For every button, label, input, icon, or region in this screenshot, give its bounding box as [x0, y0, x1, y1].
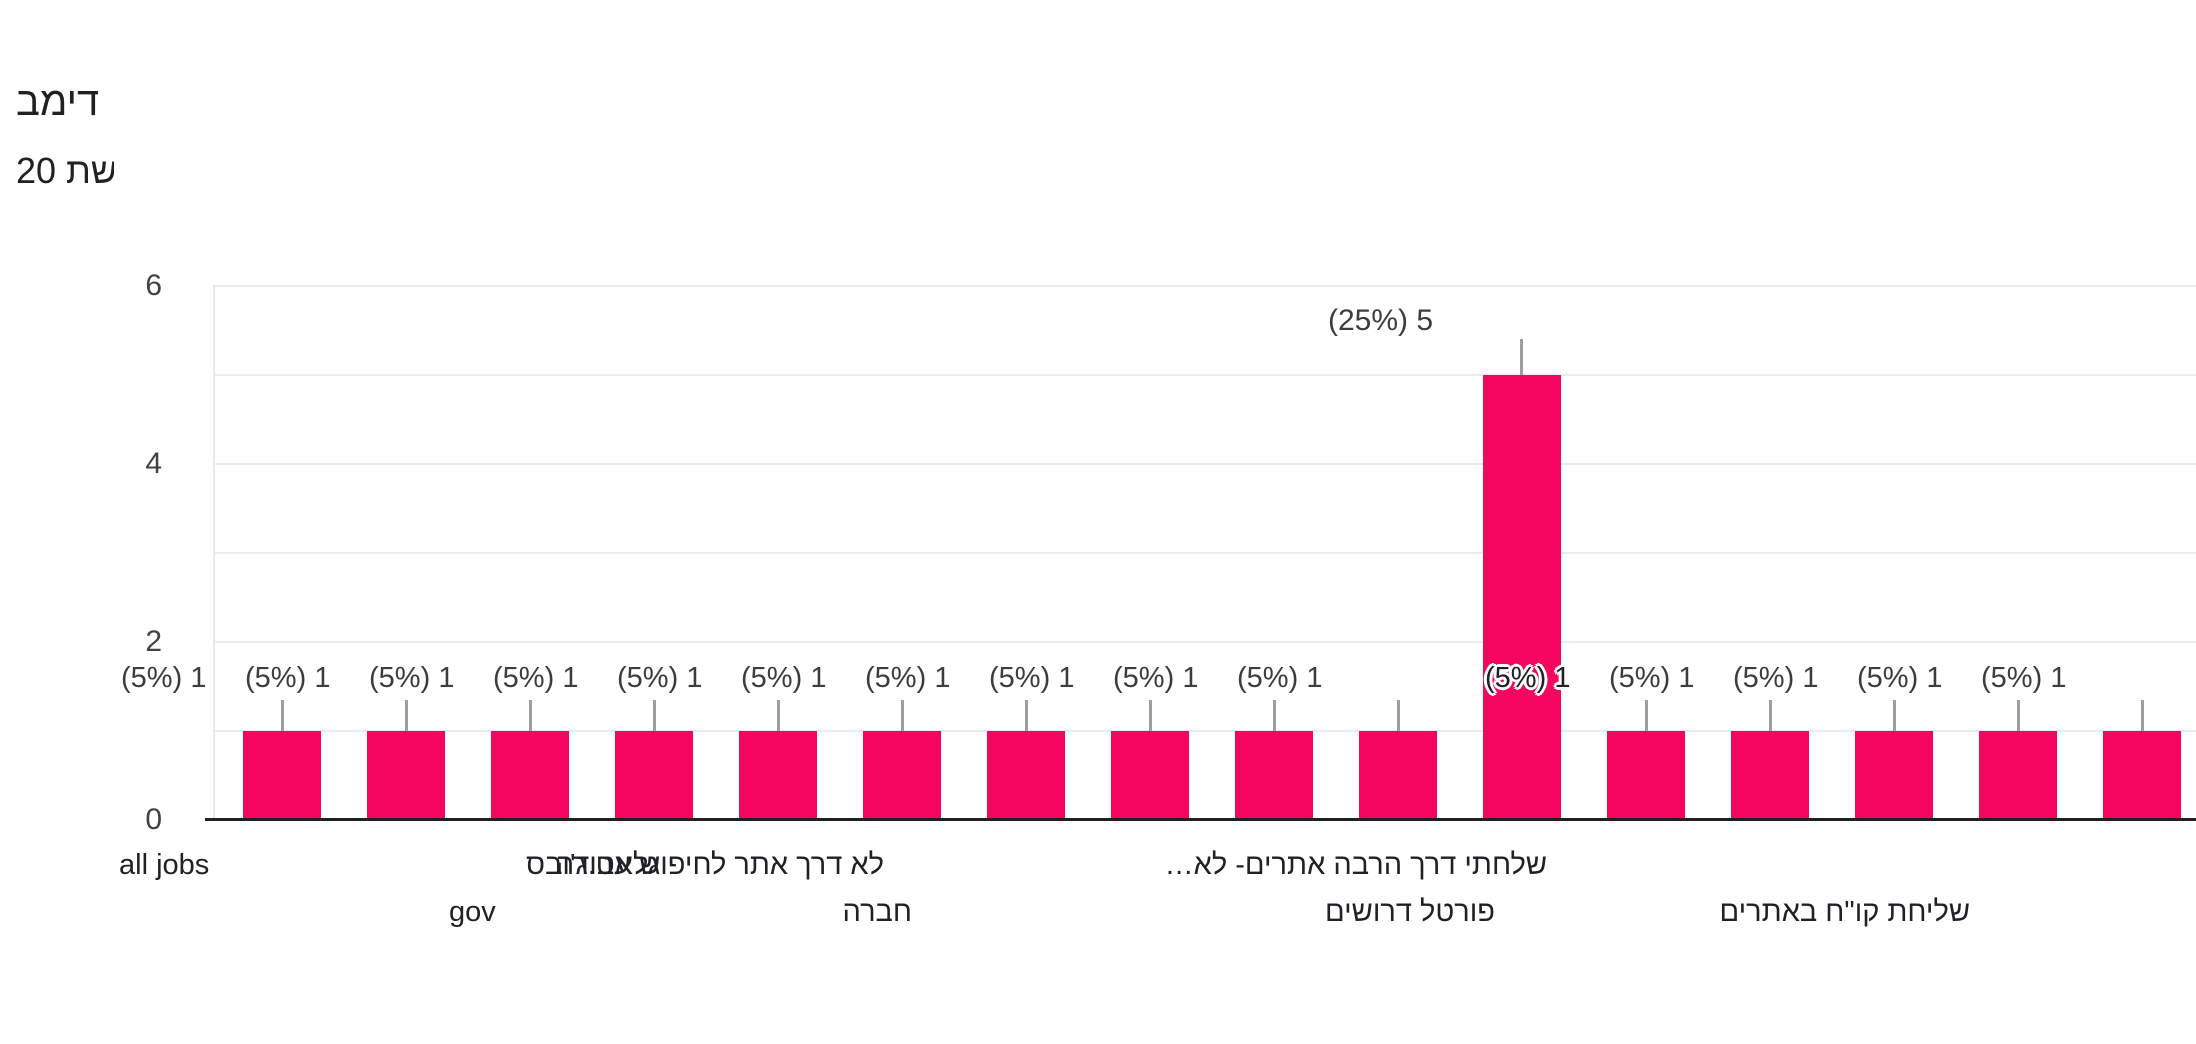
gridline — [213, 730, 2196, 732]
y-axis-label: 0 — [145, 803, 162, 836]
x-axis-label: חברה — [842, 896, 912, 928]
value-label: 1 (5%) — [493, 662, 579, 694]
gridline — [213, 463, 2196, 465]
x-axis-label: פורטל דרושים — [1325, 896, 1495, 928]
annotation-stem — [1769, 700, 1772, 731]
bar — [1483, 375, 1561, 818]
x-axis-label: לא דרך אתר לחיפוש עבודה — [555, 849, 884, 881]
bar — [1359, 731, 1437, 818]
y-axis-label: 6 — [145, 269, 162, 302]
annotation-stem — [405, 700, 408, 731]
annotation-stem — [529, 700, 532, 731]
annotation-stem — [281, 700, 284, 731]
gridline — [213, 374, 2196, 376]
bar — [1855, 731, 1933, 818]
y-axis-label: 4 — [145, 447, 162, 480]
value-label: 1 (5%) — [989, 662, 1075, 694]
value-label: 1 (5%) — [1733, 662, 1819, 694]
value-label: 1 (5%) — [1981, 662, 2067, 694]
value-label-big: 5 (25%) — [1328, 304, 1434, 337]
bar — [1607, 731, 1685, 818]
x-axis-label: שלחתי דרך הרבה אתרים- לא… — [1164, 849, 1547, 881]
value-label: 1 (5%) — [1609, 662, 1695, 694]
bar — [1235, 731, 1313, 818]
bar — [491, 731, 569, 818]
value-label: 1 (5%) — [741, 662, 827, 694]
annotation-stem — [1273, 700, 1276, 731]
y-axis-line — [213, 285, 215, 820]
annotation-stem — [653, 700, 656, 731]
bar — [1111, 731, 1189, 818]
value-label: 1 (5%) — [1113, 662, 1199, 694]
gridline — [213, 285, 2196, 287]
bar — [1731, 731, 1809, 818]
value-label: 1 (5%) — [1237, 662, 1323, 694]
bar — [739, 731, 817, 818]
annotation-stem — [1397, 700, 1400, 731]
value-label: 1 (5%) — [865, 662, 951, 694]
bar — [863, 731, 941, 818]
x-axis-label: שליחת קו"ח באתרים — [1719, 896, 1970, 928]
value-label: 1 (5%) — [1857, 662, 1943, 694]
annotation-stem — [1893, 700, 1896, 731]
x-axis-label: גלאט.ג'ובס — [526, 849, 660, 881]
bar — [2103, 731, 2181, 818]
value-label: 1 (5%) — [121, 662, 207, 694]
annotation-stem — [2141, 700, 2144, 731]
bar — [1979, 731, 2057, 818]
x-axis-line — [205, 818, 2196, 821]
bar — [243, 731, 321, 818]
annotation-stem — [1149, 700, 1152, 731]
bar — [615, 731, 693, 818]
annotation-stem — [1520, 339, 1523, 375]
x-axis-label: all jobs — [119, 849, 210, 881]
value-label: 1 (5%) — [369, 662, 455, 694]
annotation-stem — [1645, 700, 1648, 731]
bar — [367, 731, 445, 818]
value-label: 1 (5%) — [617, 662, 703, 694]
annotation-stem — [1025, 700, 1028, 731]
x-axis-label: gov — [449, 896, 496, 928]
response-count: 20 תש — [16, 150, 114, 191]
y-axis-label: 2 — [145, 625, 162, 658]
gridline — [213, 552, 2196, 554]
gridline — [213, 641, 2196, 643]
bar — [987, 731, 1065, 818]
annotation-stem — [2017, 700, 2020, 731]
annotation-stem — [777, 700, 780, 731]
chart-title: במיד — [16, 80, 100, 124]
value-label: 1 (5%) — [245, 662, 331, 694]
value-label: 1 (5%) — [1485, 662, 1571, 694]
annotation-stem — [901, 700, 904, 731]
